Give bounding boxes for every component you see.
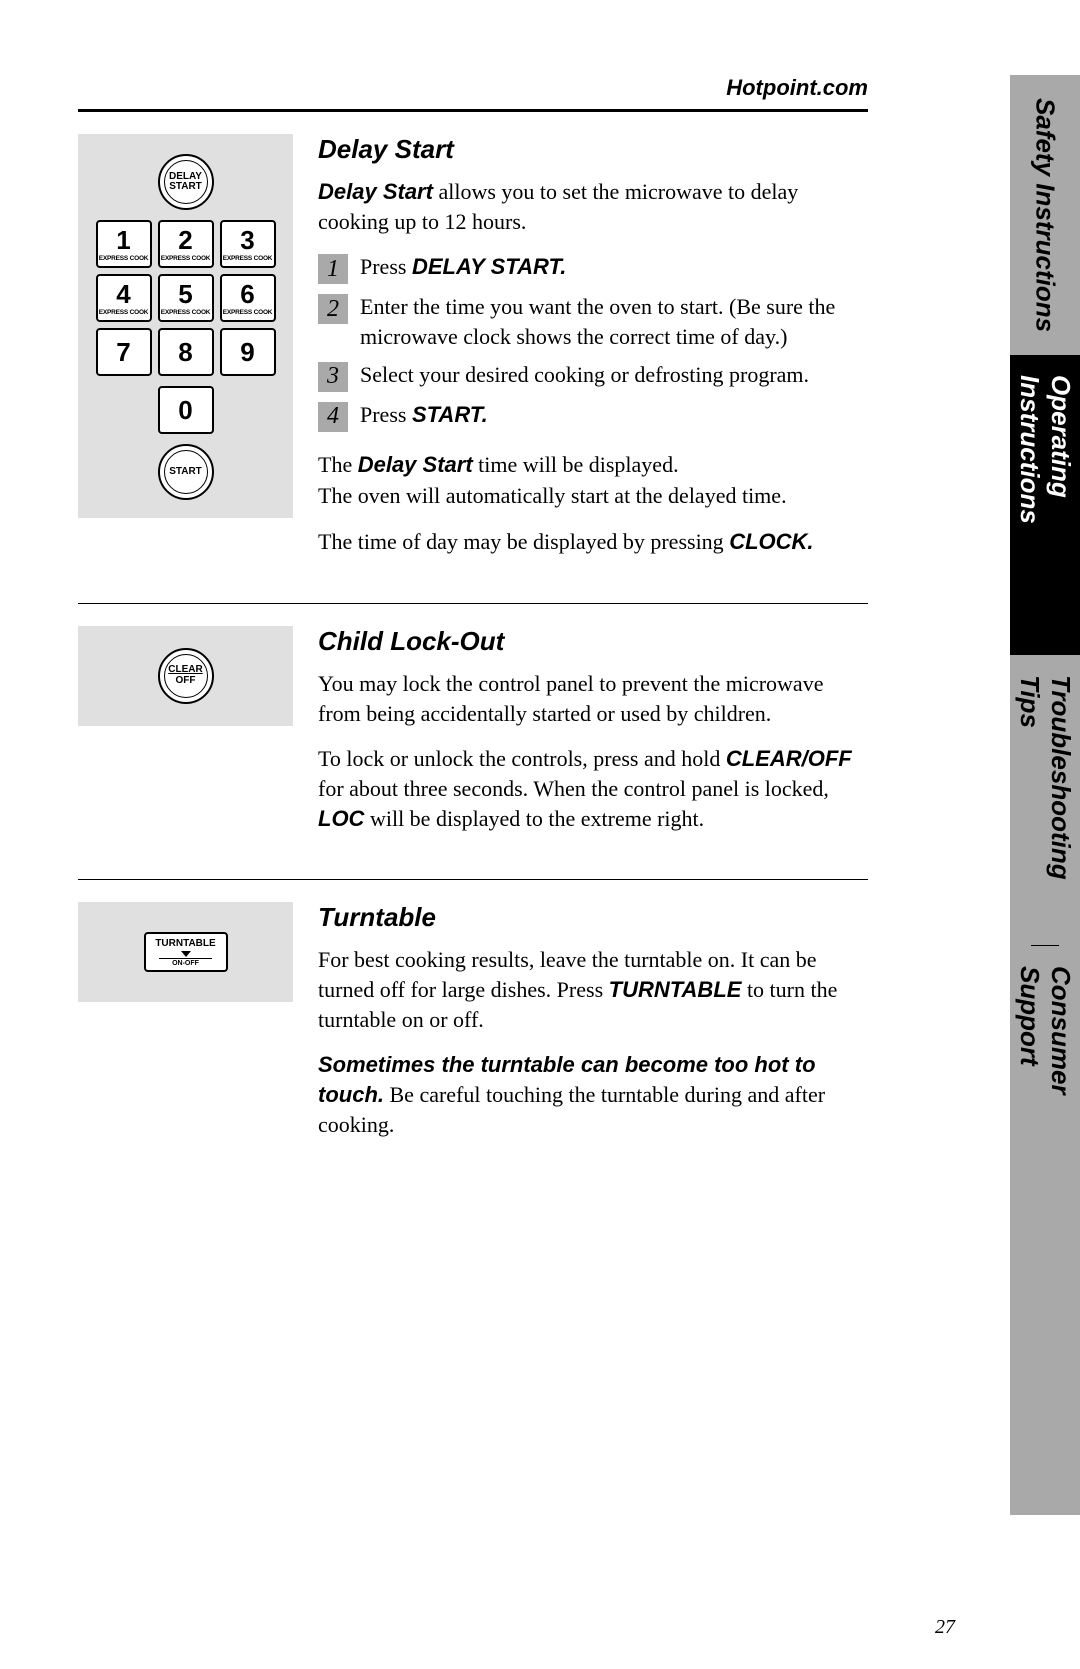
tab-safety: Safety Instructions bbox=[1010, 75, 1080, 355]
tab-consumer-support: Consumer Support bbox=[1010, 946, 1080, 1206]
step-badge: 3 bbox=[318, 362, 348, 392]
delay-steps: 1 Press DELAY START. 2 Enter the time yo… bbox=[318, 252, 868, 431]
turntable-p1: For best cooking results, leave the turn… bbox=[318, 945, 868, 1034]
key-2[interactable]: 2EXPRESS COOK bbox=[158, 220, 214, 268]
start-button[interactable]: START bbox=[158, 444, 214, 500]
key-8[interactable]: 8 bbox=[158, 328, 214, 376]
turntable-button[interactable]: TURNTABLE ON-OFF bbox=[144, 932, 228, 972]
key-6[interactable]: 6EXPRESS COOK bbox=[220, 274, 276, 322]
delay-after-1: The Delay Start time will be displayed. bbox=[318, 450, 868, 480]
delay-after-3: The time of day may be displayed by pres… bbox=[318, 527, 868, 557]
key-1[interactable]: 1EXPRESS COOK bbox=[96, 220, 152, 268]
key-0[interactable]: 0 bbox=[158, 386, 214, 434]
section-delay-start: DELAY START 1EXPRESS COOK 2EXPRESS COOK … bbox=[78, 134, 868, 573]
turntable-p2: Sometimes the turntable can become too h… bbox=[318, 1050, 868, 1139]
tab-troubleshooting: Troubleshooting Tips bbox=[1010, 655, 1080, 945]
top-rule bbox=[78, 109, 868, 112]
header-link: Hotpoint.com bbox=[78, 75, 868, 101]
key-5[interactable]: 5EXPRESS COOK bbox=[158, 274, 214, 322]
page-number: 27 bbox=[935, 1616, 955, 1639]
delay-after-2: The oven will automatically start at the… bbox=[318, 481, 868, 511]
section-turntable: TURNTABLE ON-OFF Turntable For best cook… bbox=[78, 902, 868, 1155]
section-rule bbox=[78, 603, 868, 604]
section-rule bbox=[78, 879, 868, 880]
heading-delay-start: Delay Start bbox=[318, 134, 868, 165]
key-4[interactable]: 4EXPRESS COOK bbox=[96, 274, 152, 322]
key-7[interactable]: 7 bbox=[96, 328, 152, 376]
clear-off-button[interactable]: CLEAROFF bbox=[158, 648, 214, 704]
tab-operating: Operating Instructions bbox=[1010, 355, 1080, 655]
lockout-p2: To lock or unlock the controls, press an… bbox=[318, 744, 868, 833]
keypad-panel: DELAY START 1EXPRESS COOK 2EXPRESS COOK … bbox=[78, 134, 293, 518]
key-9[interactable]: 9 bbox=[220, 328, 276, 376]
section-child-lockout: CLEAROFF Child Lock-Out You may lock the… bbox=[78, 626, 868, 849]
heading-child-lockout: Child Lock-Out bbox=[318, 626, 868, 657]
turntable-panel: TURNTABLE ON-OFF bbox=[78, 902, 293, 1002]
side-tab-bar: Safety Instructions Operating Instructio… bbox=[1010, 75, 1080, 1515]
clear-off-panel: CLEAROFF bbox=[78, 626, 293, 726]
lockout-p1: You may lock the control panel to preven… bbox=[318, 669, 868, 728]
step-badge: 4 bbox=[318, 402, 348, 432]
delay-intro: Delay Start allows you to set the microw… bbox=[318, 177, 868, 236]
step-badge: 2 bbox=[318, 294, 348, 324]
delay-start-button[interactable]: DELAY START bbox=[158, 154, 214, 210]
step-badge: 1 bbox=[318, 254, 348, 284]
key-3[interactable]: 3EXPRESS COOK bbox=[220, 220, 276, 268]
triangle-down-icon bbox=[181, 951, 191, 957]
heading-turntable: Turntable bbox=[318, 902, 868, 933]
